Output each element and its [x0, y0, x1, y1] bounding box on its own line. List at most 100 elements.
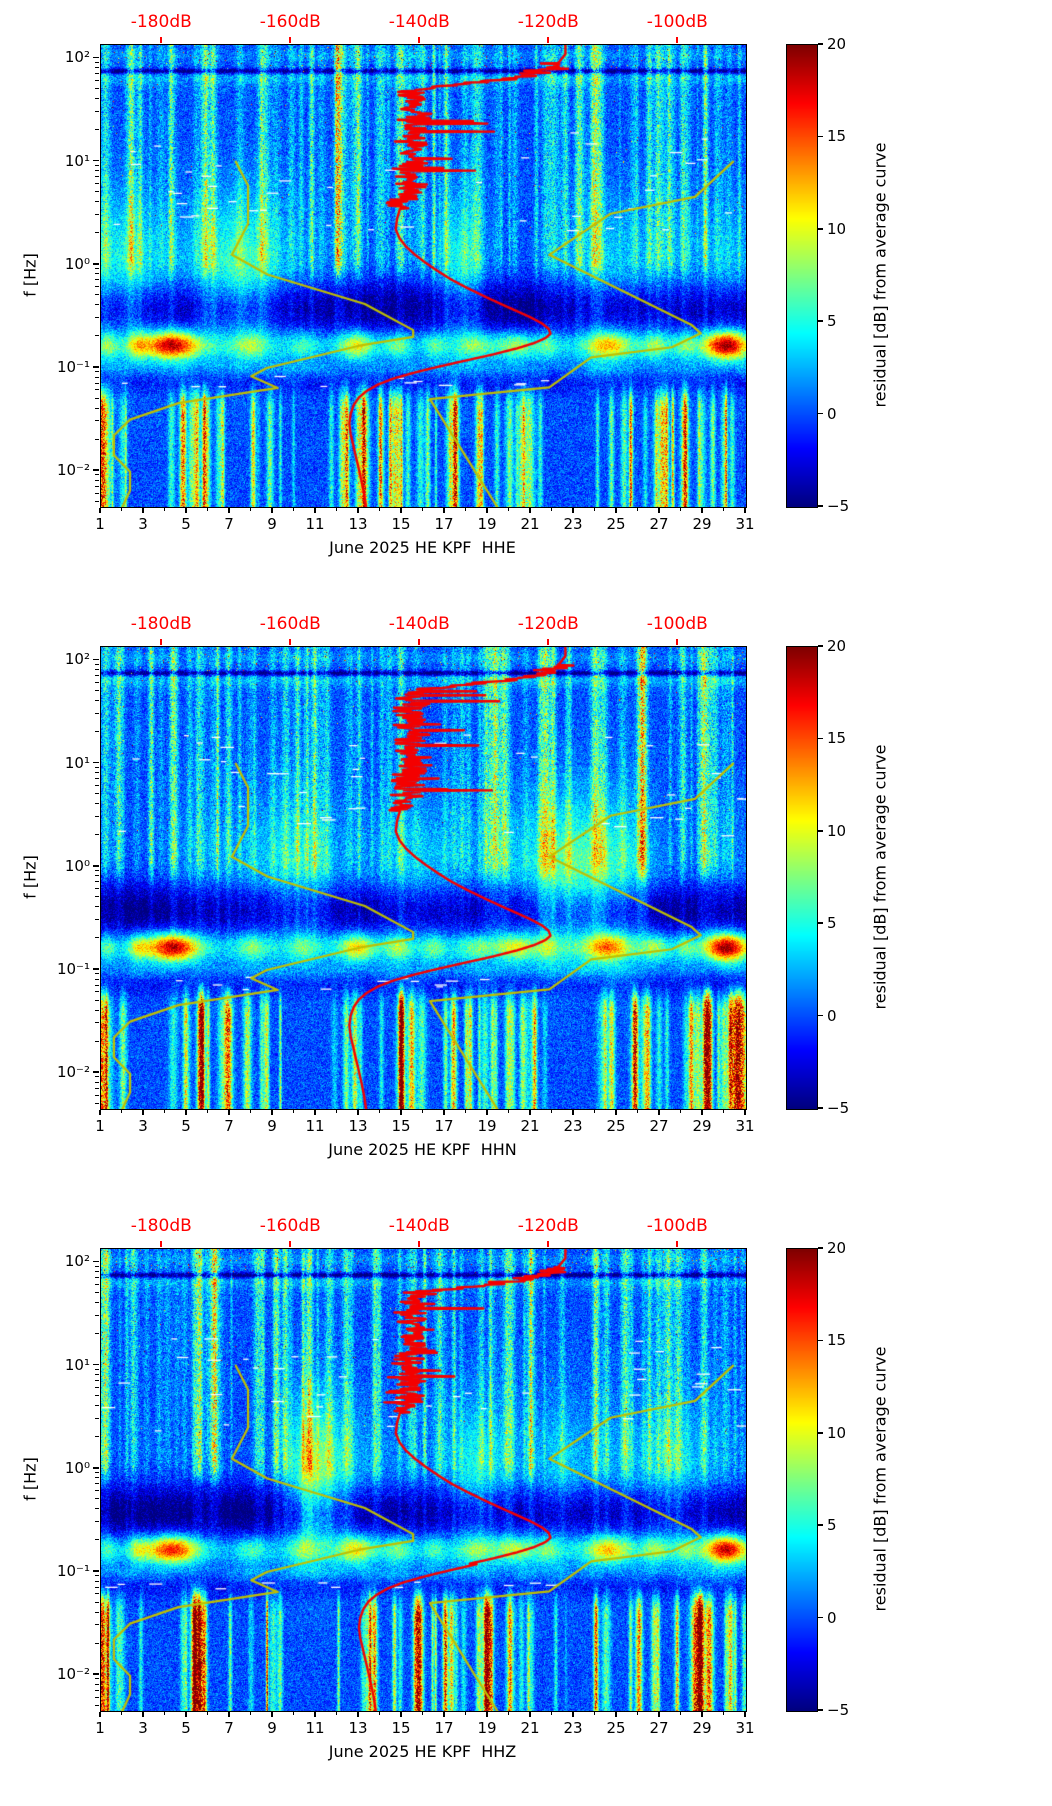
x-tick-label: 3 [138, 515, 148, 533]
x-major-tick [701, 1110, 703, 1115]
y-minor-tick [95, 906, 99, 908]
y-minor-tick [95, 88, 99, 89]
x-axis-label: June 2025 HE KPF HHZ [328, 1742, 517, 1761]
y-minor-tick [95, 1624, 99, 1626]
plot-area [100, 44, 747, 508]
x-major-tick [615, 1712, 617, 1717]
x-minor-tick [164, 1110, 165, 1113]
x-minor-tick [551, 508, 552, 511]
colorbar-tick [818, 43, 823, 45]
y-minor-tick [95, 1575, 99, 1577]
x-minor-tick [293, 1712, 294, 1715]
y-minor-tick [95, 1302, 99, 1303]
x-major-tick [572, 508, 574, 513]
x-tick-label: 23 [563, 1117, 583, 1135]
x-tick-label: 31 [735, 1117, 755, 1135]
y-minor-tick [95, 1683, 99, 1685]
colorbar-tick [818, 1524, 823, 1526]
x-tick-label: 31 [735, 515, 755, 533]
colorbar-gradient [787, 647, 817, 1109]
y-minor-tick [95, 371, 99, 373]
x-tick-label: 13 [348, 1117, 368, 1135]
colorbar-label: residual [dB] from average curve [870, 1346, 890, 1612]
y-minor-tick [95, 1696, 99, 1698]
y-minor-tick [95, 479, 99, 481]
x-minor-tick [637, 508, 638, 511]
x-tick-label: 17 [434, 1719, 454, 1737]
y-major-tick [93, 1260, 99, 1263]
colorbar-tick-label: 0 [827, 1608, 837, 1627]
x-minor-tick [723, 1110, 724, 1113]
y-minor-tick [95, 919, 99, 921]
y-minor-tick [95, 1040, 99, 1042]
y-major-tick [93, 1071, 99, 1073]
y-minor-tick [95, 1387, 99, 1389]
y-tick-label: 10⁻¹ [56, 1562, 90, 1581]
colorbar-tick-label: 0 [827, 404, 837, 423]
x-minor-tick [637, 1712, 638, 1715]
x-minor-tick [293, 508, 294, 511]
y-minor-tick [95, 268, 99, 270]
x-minor-tick [121, 508, 122, 511]
y-minor-tick [95, 1270, 99, 1272]
top-db-tick-label: -160dB [259, 614, 321, 634]
colorbar-tick [818, 228, 823, 230]
y-minor-tick [95, 1094, 99, 1096]
y-minor-tick [95, 700, 99, 701]
y-minor-tick [95, 999, 99, 1001]
y-minor-tick [95, 191, 99, 193]
y-minor-tick [95, 1483, 99, 1485]
x-major-tick [443, 1712, 445, 1717]
x-tick-label: 5 [181, 1117, 191, 1135]
y-tick-label: 10⁰ [64, 856, 90, 875]
y-tick-label: 10⁰ [64, 254, 90, 273]
y-major-tick [93, 658, 99, 661]
x-minor-tick [680, 1110, 681, 1113]
x-major-tick [142, 508, 144, 513]
spectrogram-panel-hhe: f [Hz] 1 3 5 7 9 11 13 15 17 19 21 23 25 27 29 31 10² 10¹… [0, 0, 1052, 602]
colorbar-label: residual [dB] from average curve [870, 744, 890, 1010]
y-minor-tick [95, 294, 99, 296]
top-db-tick [676, 639, 679, 645]
y-major-tick [93, 1467, 99, 1469]
colorbar-tick-label: 0 [827, 1006, 837, 1025]
x-minor-tick [422, 1712, 423, 1715]
y-minor-tick [95, 1436, 99, 1438]
y-minor-tick [95, 875, 99, 877]
y-minor-tick [95, 1333, 99, 1335]
y-minor-tick [95, 376, 99, 378]
top-db-tick-label: -180dB [130, 12, 192, 32]
x-axis-label: June 2025 HE KPF HHE [329, 538, 516, 557]
y-minor-tick [95, 1539, 99, 1541]
x-minor-tick [637, 1110, 638, 1113]
x-tick-label: 17 [434, 515, 454, 533]
x-major-tick [314, 508, 316, 513]
x-major-tick [271, 1712, 273, 1717]
y-minor-tick [95, 785, 99, 787]
x-major-tick [185, 508, 187, 513]
x-tick-label: 7 [224, 1719, 234, 1737]
y-minor-tick [95, 772, 99, 774]
y-minor-tick [95, 214, 99, 216]
x-tick-label: 5 [181, 515, 191, 533]
y-minor-tick [95, 72, 99, 74]
x-minor-tick [680, 1712, 681, 1715]
y-minor-tick [95, 1076, 99, 1078]
x-major-tick [744, 1712, 746, 1717]
x-minor-tick [293, 1110, 294, 1113]
y-minor-tick [95, 937, 99, 939]
y-minor-tick [95, 279, 99, 281]
colorbar-tick [818, 1247, 823, 1249]
x-tick-label: 1 [95, 1117, 105, 1135]
x-major-tick [529, 508, 531, 513]
y-minor-tick [95, 110, 99, 112]
x-major-tick [271, 508, 273, 513]
y-minor-tick [95, 816, 99, 818]
top-db-tick-label: -140dB [388, 1216, 450, 1236]
top-db-tick-label: -100dB [646, 1216, 708, 1236]
spectrogram-panel-hhz: f [Hz] 1 3 5 7 9 11 13 15 17 19 21 23 25 27 29 31 10² 10¹… [0, 1204, 1052, 1806]
x-tick-label: 23 [563, 1719, 583, 1737]
y-minor-tick [95, 1374, 99, 1376]
y-minor-tick [95, 881, 99, 883]
